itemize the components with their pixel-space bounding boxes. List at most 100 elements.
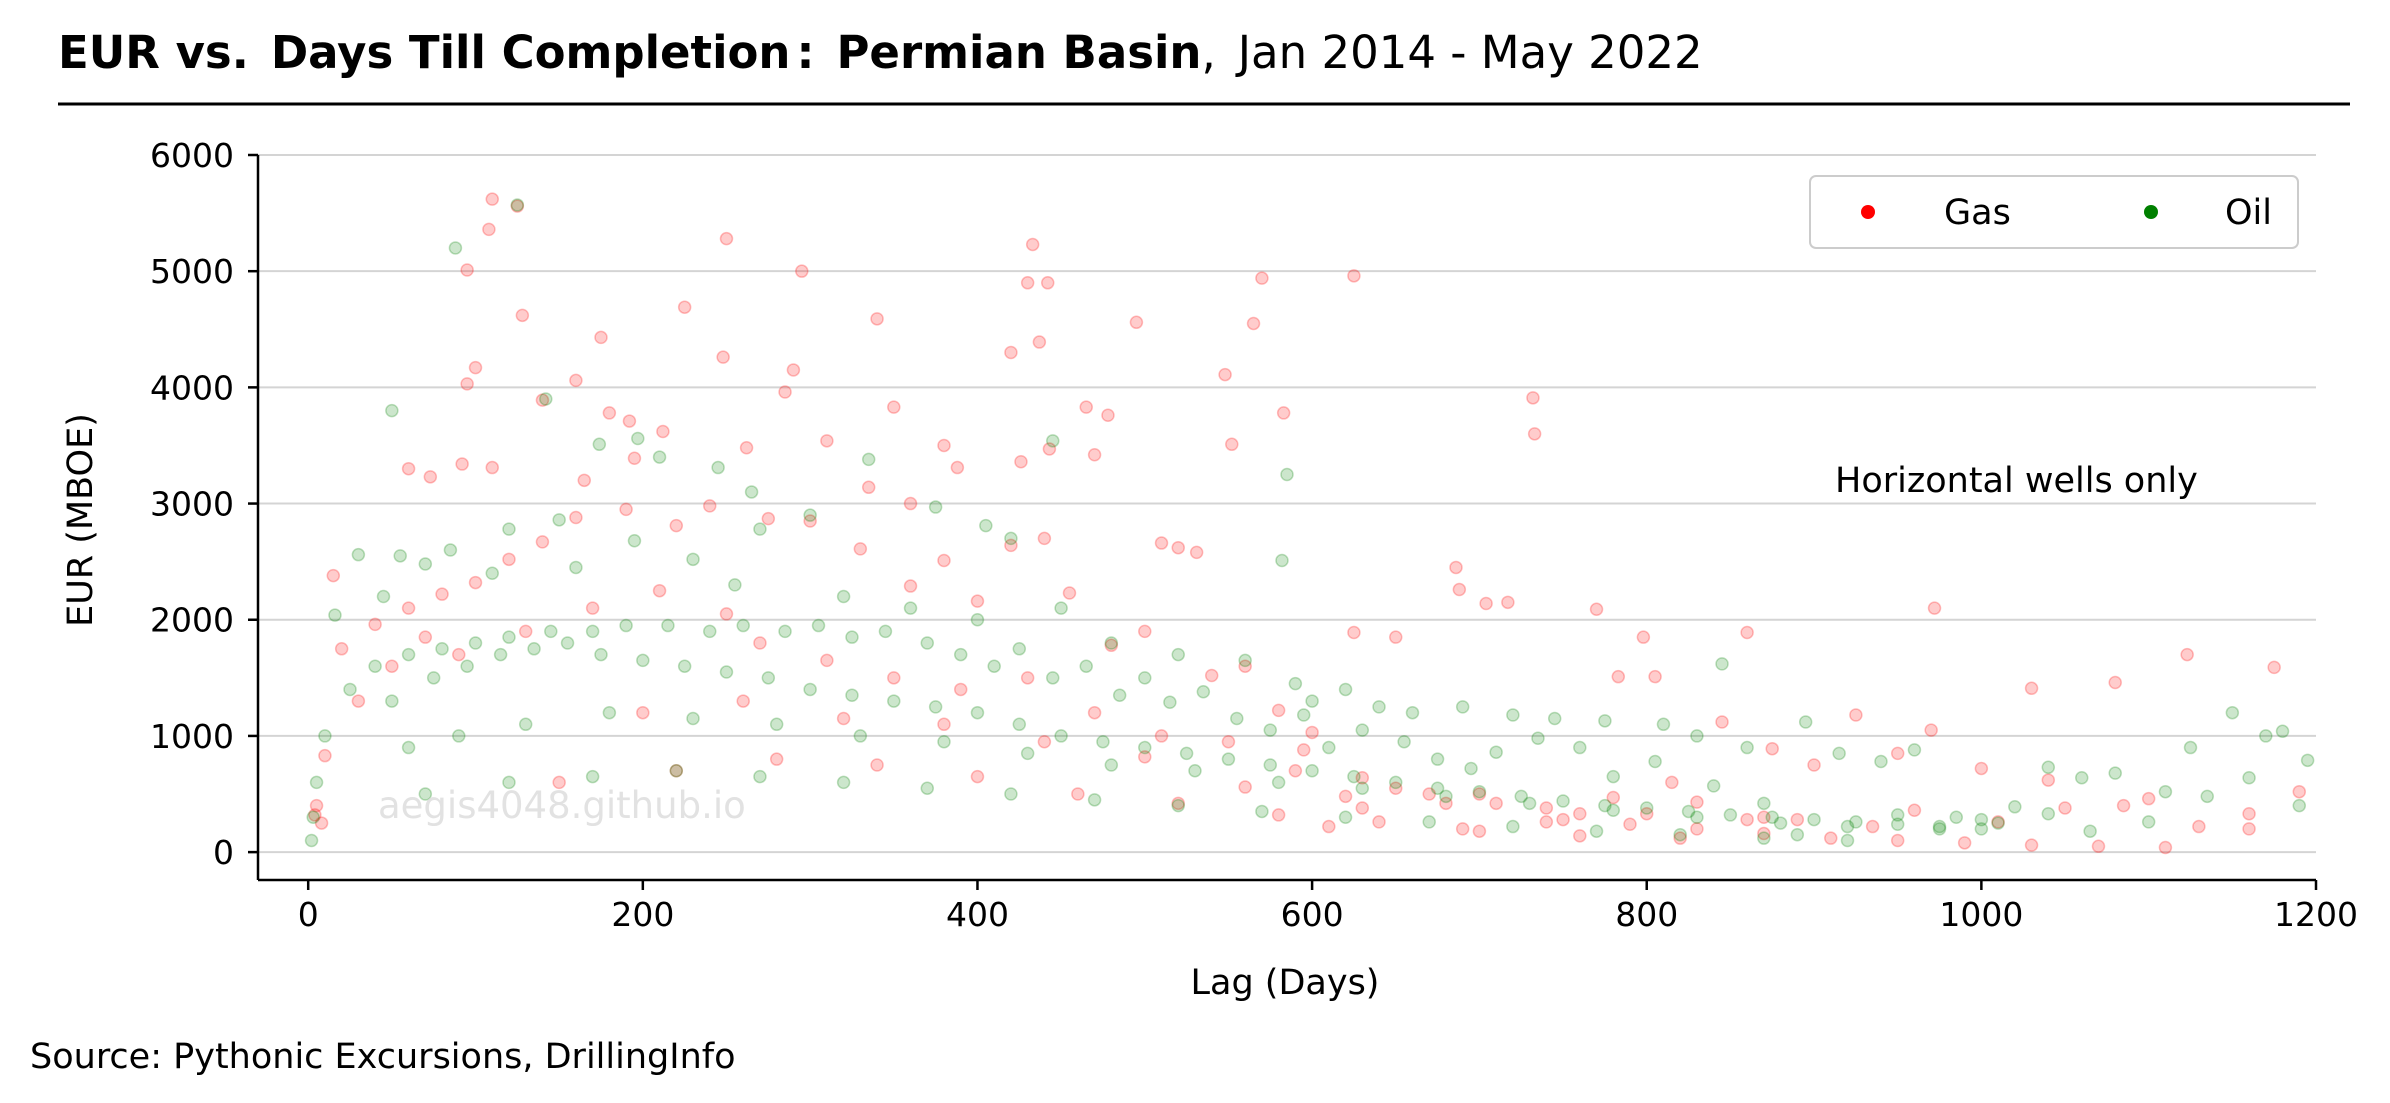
point-oil: [1188, 764, 1202, 778]
point-oil: [1439, 789, 1453, 804]
point-oil: [903, 601, 918, 615]
point-gas: [1556, 812, 1570, 827]
point-oil: [970, 612, 985, 627]
point-oil: [502, 630, 516, 644]
legend-label-gas: Gas: [1944, 193, 2011, 233]
point-oil: [539, 392, 553, 406]
point-oil: [1271, 775, 1286, 790]
point-oil: [1740, 740, 1754, 755]
point-gas: [970, 769, 985, 784]
point-oil: [393, 549, 407, 563]
point-gas: [656, 424, 670, 439]
point-oil: [418, 787, 433, 801]
point-gas: [334, 642, 349, 656]
point-oil: [1773, 816, 1788, 830]
point-oil: [761, 671, 776, 685]
title-part1: EUR vs.: [58, 26, 249, 79]
point-oil: [452, 729, 466, 743]
point-gas: [937, 553, 951, 568]
point-oil: [594, 647, 608, 662]
point-oil: [306, 810, 320, 825]
point-gas: [1479, 596, 1493, 611]
point-oil: [1556, 794, 1570, 808]
point-oil: [1112, 688, 1127, 703]
axis-ticks: 0 200 400 600 800 1000 1200 0 1000 2000 3000 4000 50…: [150, 136, 2358, 934]
point-gas: [1715, 715, 1729, 729]
point-gas: [1062, 586, 1077, 600]
point-gas: [903, 496, 918, 511]
point-oil: [1397, 734, 1411, 749]
point-gas: [569, 510, 583, 525]
point-oil: [309, 775, 324, 790]
point-oil: [1338, 682, 1353, 697]
point-oil: [1296, 708, 1311, 722]
point-oil: [1790, 827, 1805, 842]
point-gas: [1757, 810, 1771, 825]
point-gas: [1439, 796, 1453, 811]
point-gas: [2242, 807, 2256, 821]
x-tick-label: 0: [298, 895, 319, 934]
point-oil: [1907, 743, 1922, 757]
point-oil: [385, 403, 399, 418]
point-gas: [351, 694, 366, 708]
point-gas: [719, 607, 734, 621]
point-oil: [592, 437, 607, 452]
point-oil: [1690, 729, 1704, 743]
point-gas: [2292, 784, 2307, 799]
point-gas: [326, 568, 341, 583]
point-gas: [778, 385, 792, 399]
point-oil: [1840, 819, 1855, 834]
point-gas: [1204, 668, 1219, 683]
point-gas: [502, 552, 516, 567]
point-oil: [2275, 724, 2290, 739]
watermark: aegis4048.github.io: [378, 784, 746, 827]
point-oil: [1163, 695, 1177, 709]
point-gas: [423, 470, 438, 484]
point-oil: [836, 775, 851, 790]
point-oil: [1606, 803, 1621, 818]
point-oil: [343, 682, 357, 697]
point-gas: [518, 624, 533, 639]
point-oil: [1706, 779, 1721, 793]
chart-title: EUR vs. Days Till Completion: Permian Basi…: [58, 26, 1703, 79]
point-gas: [1890, 746, 1905, 761]
point-oil: [928, 500, 943, 514]
point-oil: [1104, 758, 1119, 772]
point-gas: [1032, 335, 1047, 349]
point-gas: [1472, 824, 1487, 838]
point-gas: [1347, 269, 1361, 283]
point-gas: [669, 518, 684, 533]
point-gas: [1189, 545, 1204, 560]
point-oil: [2183, 740, 2198, 755]
point-oil: [887, 694, 901, 708]
point-gas: [652, 583, 667, 598]
point-gas: [820, 653, 834, 668]
point-oil: [1598, 798, 1612, 813]
point-gas: [1288, 764, 1303, 778]
point-gas: [577, 473, 592, 488]
point-oil: [585, 624, 600, 639]
point-oil: [552, 513, 566, 527]
point-gas: [594, 330, 608, 345]
y-tick-label: 4000: [150, 368, 234, 407]
point-gas: [1690, 822, 1704, 836]
point-gas: [619, 502, 633, 517]
legend-label-oil: Oil: [2225, 193, 2272, 233]
point-oil: [585, 769, 600, 784]
point-oil: [836, 589, 851, 604]
point-oil: [1305, 764, 1319, 778]
point-oil: [719, 665, 734, 679]
point-oil: [1798, 715, 1813, 729]
y-tick-label: 5000: [150, 252, 234, 291]
point-gas: [786, 363, 801, 377]
point-gas: [622, 414, 637, 428]
point-oil: [1322, 740, 1336, 755]
point-oil: [2300, 753, 2315, 768]
point-oil: [1991, 816, 2005, 830]
point-oil: [1489, 745, 1503, 759]
point-gas: [1138, 750, 1152, 764]
point-gas: [1171, 796, 1185, 811]
point-gas: [1865, 819, 1880, 834]
point-gas: [1589, 602, 1604, 617]
point-gas: [1355, 801, 1370, 815]
